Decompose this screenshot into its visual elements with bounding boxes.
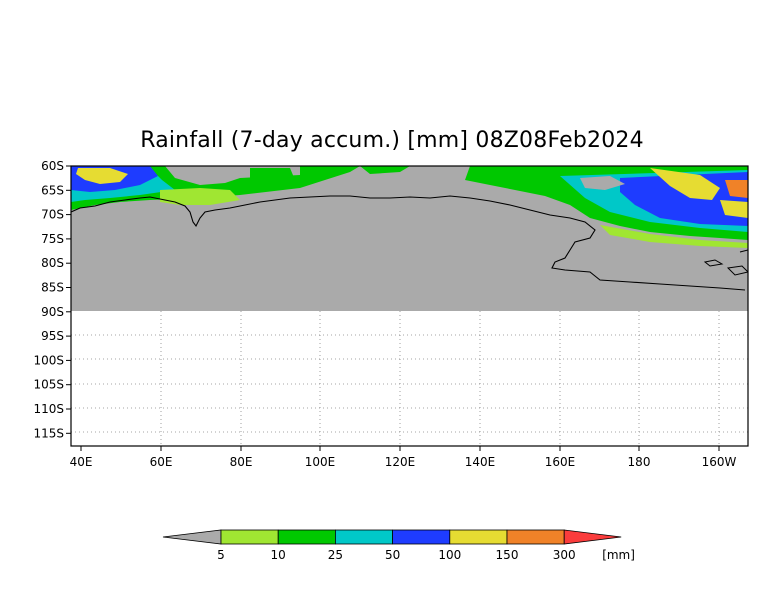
colorbar-tick-label: 5: [217, 548, 225, 562]
latitude-axis: 60S 65S 70S 75S 80S 85S 90S 95S 100S 105S 110S 115S: [33, 159, 71, 440]
precip-lightgreen-west: [160, 188, 240, 205]
coastline: [71, 195, 746, 291]
longitude-axis: 40E 60E 80E 100E 120E 140E 160E 180 160W: [70, 446, 737, 469]
lat-label: 70S: [41, 208, 64, 222]
lat-label: 110S: [33, 402, 64, 416]
plot-frame: [70, 165, 749, 447]
lon-label: 120E: [385, 455, 416, 469]
precip-yellow-east: [650, 168, 720, 200]
precip-bands: [71, 166, 748, 248]
precip-orange-east: [725, 180, 748, 198]
lat-label: 80S: [41, 256, 64, 270]
lat-label: 115S: [33, 426, 64, 440]
gridlines: [71, 311, 748, 446]
lon-label: 160E: [545, 455, 576, 469]
colorbar-bin: [392, 529, 451, 545]
precip-band-lightgreen-east: [600, 225, 748, 248]
lat-label: 75S: [41, 232, 64, 246]
lon-label: 160W: [702, 455, 737, 469]
precip-yellow-east2: [720, 200, 748, 218]
lat-label: 100S: [33, 353, 64, 367]
empty-region: [71, 311, 748, 446]
lon-label: 60E: [150, 455, 173, 469]
colorbar-tick-label: 150: [496, 548, 519, 562]
colorbar-bin: [277, 529, 336, 545]
lat-label: 65S: [41, 183, 64, 197]
colorbar-bin: [449, 529, 508, 545]
precip-gray-patch: [580, 176, 625, 190]
colorbar-bin: [220, 529, 279, 545]
precip-green-mid: [360, 166, 410, 174]
coastline-islands: [703, 249, 748, 276]
lat-label: 95S: [41, 329, 64, 343]
colorbar-tick-label: 10: [271, 548, 286, 562]
colorbar-unit: [mm]: [602, 548, 635, 562]
colorbar-bin: [506, 529, 565, 545]
lat-label: 60S: [41, 159, 64, 173]
colorbar-tick-label: 100: [438, 548, 461, 562]
precip-green-patch: [250, 168, 295, 186]
map-title: Rainfall (7-day accum.) [mm] 08Z08Feb202…: [140, 128, 644, 153]
lon-label: 180: [628, 455, 651, 469]
lat-label: 105S: [33, 378, 64, 392]
colorbar-bin: [334, 529, 393, 545]
map-area: [71, 166, 748, 446]
colorbar-tick-label: 50: [385, 548, 400, 562]
precip-yellow-west: [76, 168, 128, 184]
colorbar-tick-label: 300: [553, 548, 576, 562]
lon-label: 140E: [465, 455, 496, 469]
lon-label: 80E: [230, 455, 253, 469]
lat-label: 85S: [41, 281, 64, 295]
lat-label: 90S: [41, 305, 64, 319]
colorbar-lower-extend: [162, 529, 222, 545]
lon-label: 40E: [70, 455, 93, 469]
colorbar-upper-extend: [563, 529, 622, 545]
lon-label: 100E: [305, 455, 336, 469]
colorbar-tick-label: 25: [328, 548, 343, 562]
colorbar: 5 10 25 50 100 150 300 [mm]: [162, 529, 635, 562]
